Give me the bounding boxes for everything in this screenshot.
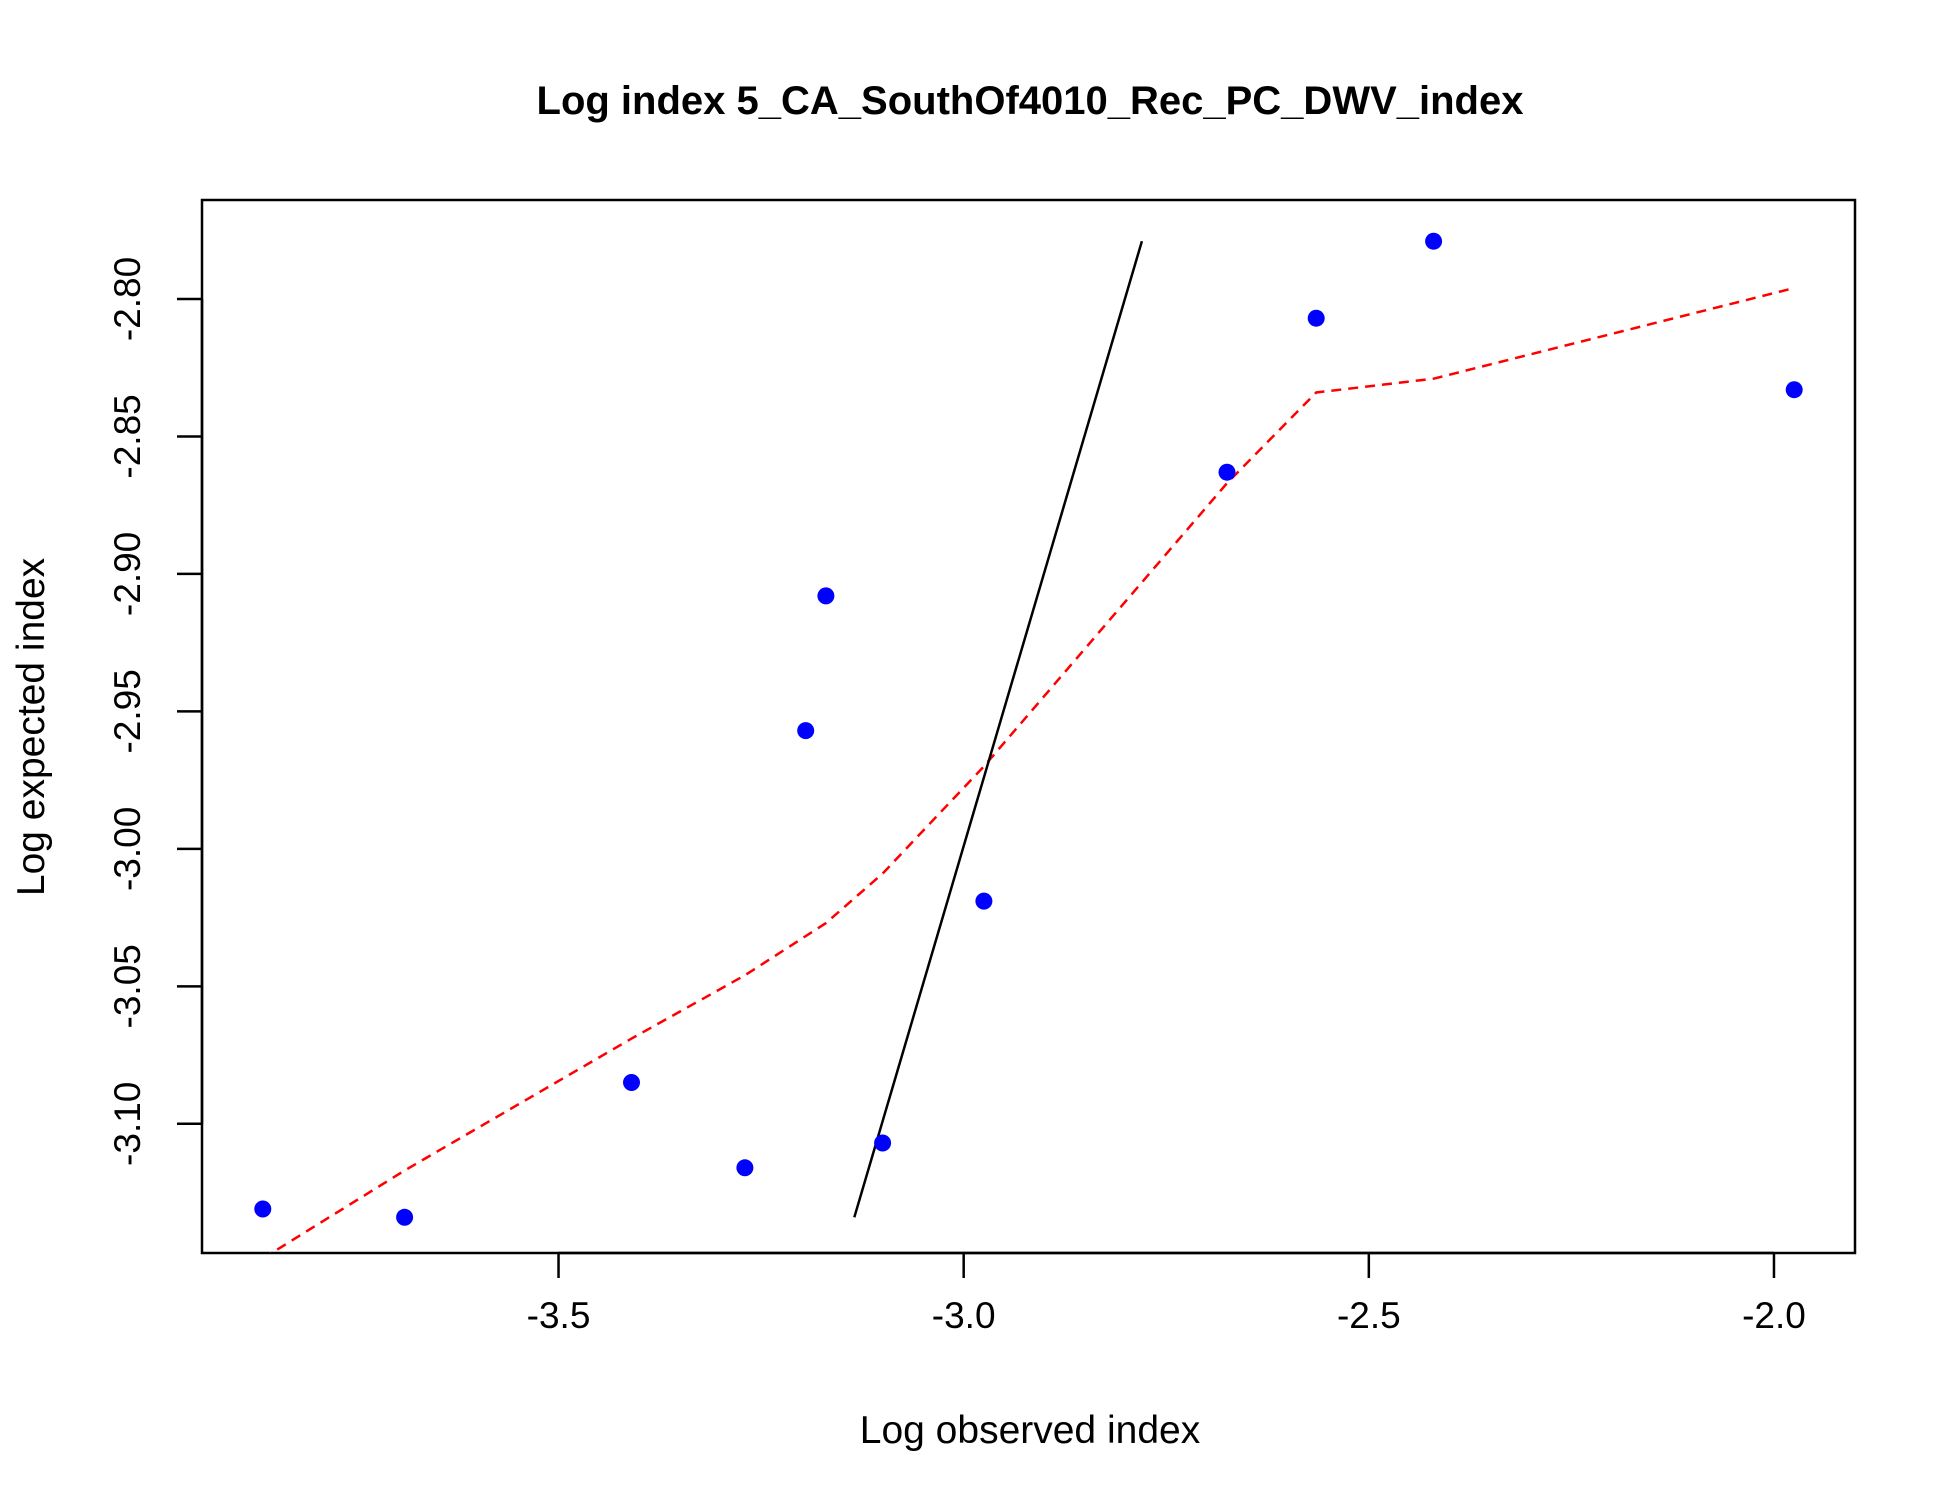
x-tick-label: -3.5 — [527, 1295, 591, 1336]
x-axis: -3.5 -3.0 -2.5 -2.0 — [527, 1251, 1806, 1336]
plot-marks — [254, 232, 1803, 1253]
x-tick-label: -3.0 — [932, 1295, 996, 1336]
plot-frame — [200, 198, 1857, 1255]
y-tick-label: -2.95 — [107, 669, 148, 753]
data-point — [1307, 309, 1325, 327]
x-tick-label: -2.0 — [1742, 1295, 1806, 1336]
y-axis-label: Log expected index — [10, 557, 53, 896]
data-point — [736, 1159, 754, 1177]
y-tick-label: -2.90 — [107, 532, 148, 616]
data-point — [254, 1200, 272, 1218]
data-point — [874, 1134, 892, 1152]
x-axis-label: Log observed index — [860, 1409, 1201, 1452]
y-axis: -3.10 -3.05 -3.00 -2.95 -2.90 -2.85 -2.80 — [107, 257, 204, 1166]
data-point — [623, 1074, 640, 1091]
y-tick-label: -2.80 — [107, 257, 148, 341]
smoother-line — [269, 286, 1795, 1253]
data-point — [797, 722, 815, 740]
data-point — [975, 892, 993, 910]
data-point — [1785, 381, 1803, 399]
reference-line — [853, 240, 1144, 1218]
y-tick-label: -3.00 — [107, 807, 148, 891]
data-point — [817, 587, 835, 605]
chart-title: Log index 5_CA_SouthOf4010_Rec_PC_DWV_in… — [537, 79, 1524, 123]
y-tick-label: -2.85 — [107, 394, 148, 478]
x-tick-label: -2.5 — [1337, 1295, 1401, 1336]
data-point — [1425, 232, 1443, 250]
data-point — [396, 1208, 414, 1226]
y-tick-label: -3.10 — [107, 1082, 148, 1166]
data-point — [1218, 463, 1236, 481]
y-tick-label: -3.05 — [107, 944, 148, 1028]
